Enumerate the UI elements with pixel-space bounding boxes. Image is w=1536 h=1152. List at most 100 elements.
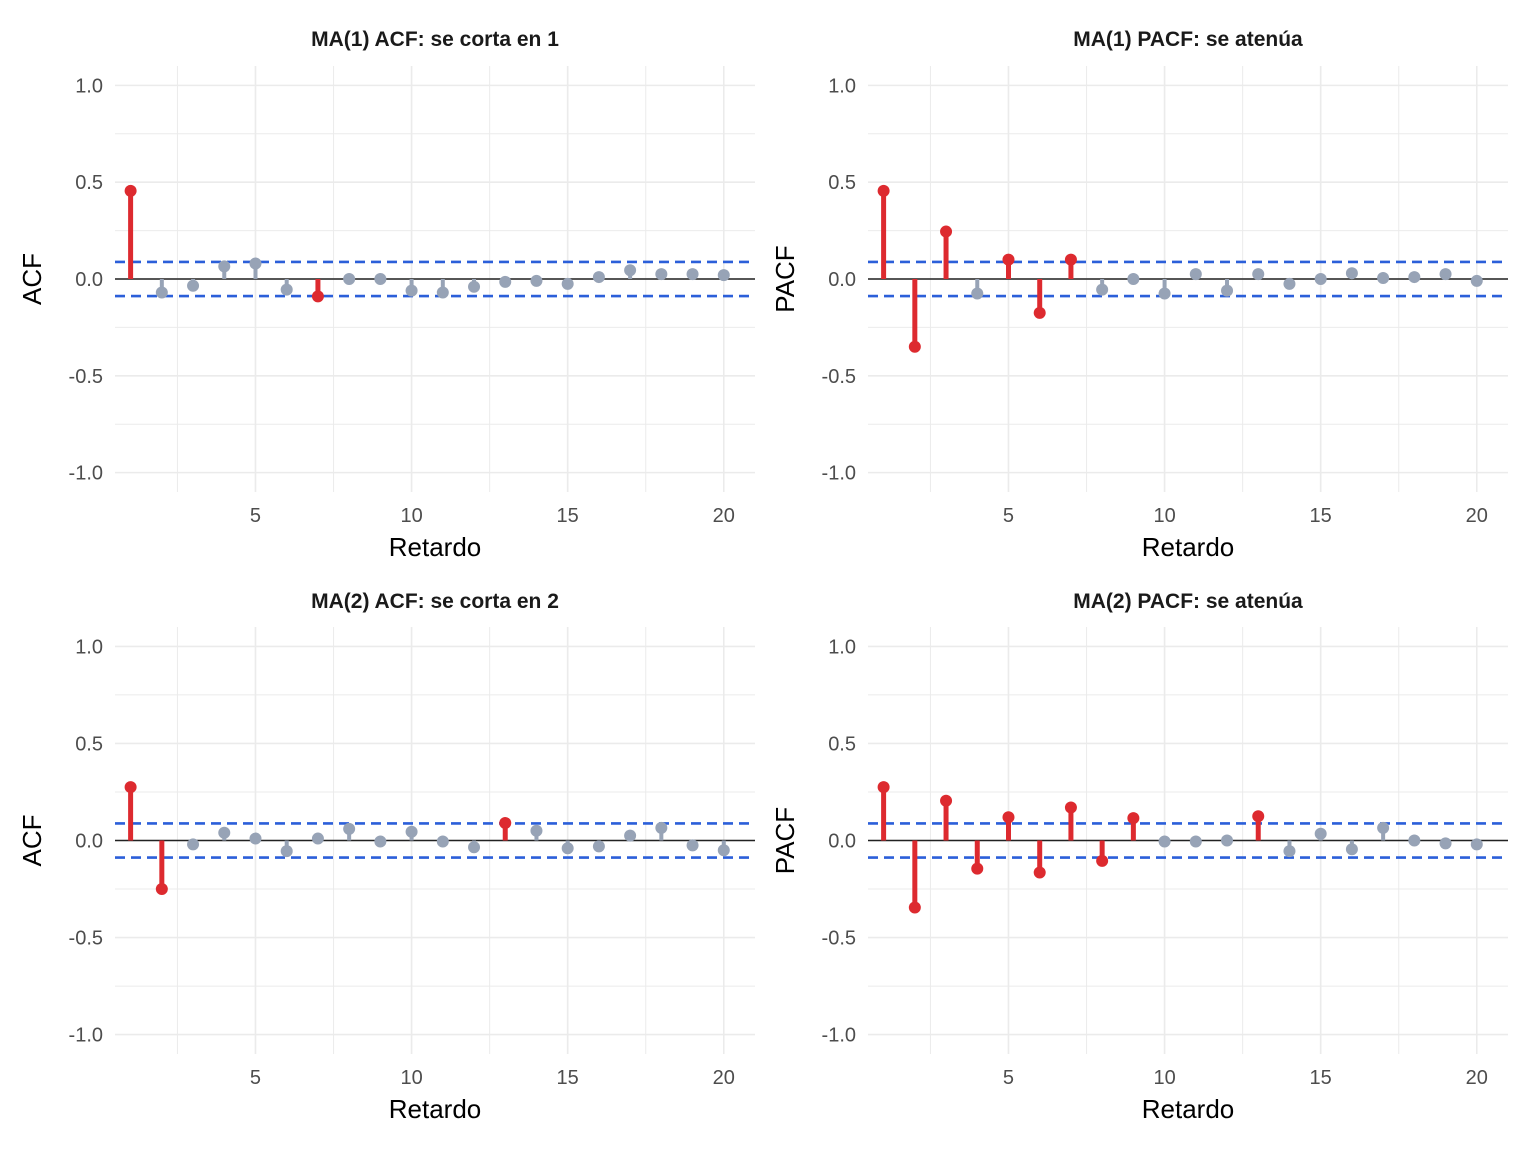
point-lag-14 — [1283, 845, 1296, 858]
point-lag-7 — [311, 832, 324, 845]
y-tick-label: -0.5 — [822, 366, 856, 388]
x-tick-label: 10 — [1153, 505, 1175, 527]
x-axis-label: Retardo — [389, 532, 482, 562]
point-lag-3 — [940, 225, 953, 238]
y-tick-label: 0.5 — [75, 733, 103, 755]
y-axis-label: PACF — [770, 245, 800, 312]
point-lag-8 — [1096, 283, 1109, 296]
point-lag-7 — [311, 290, 324, 303]
y-tick-label: 1.0 — [828, 636, 856, 658]
x-tick-label: 5 — [1003, 505, 1014, 527]
point-lag-19 — [1439, 837, 1452, 850]
point-lag-11 — [436, 835, 449, 848]
y-tick-label: 1.0 — [75, 75, 103, 97]
x-tick-label: 5 — [250, 1067, 261, 1089]
point-lag-5 — [1002, 811, 1015, 824]
point-lag-3 — [187, 838, 200, 851]
point-lag-19 — [686, 839, 699, 852]
point-lag-5 — [249, 832, 262, 845]
point-lag-16 — [592, 840, 605, 853]
point-lag-14 — [1283, 277, 1296, 290]
y-tick-label: -1.0 — [69, 463, 103, 485]
y-tick-label: 0.0 — [75, 269, 103, 291]
y-tick-label: -0.5 — [822, 928, 856, 950]
point-lag-16 — [1345, 843, 1358, 856]
point-lag-3 — [940, 794, 953, 807]
point-lag-13 — [1252, 268, 1265, 281]
point-lag-9 — [1127, 273, 1140, 285]
point-lag-20 — [1470, 838, 1483, 851]
point-lag-8 — [343, 273, 356, 285]
point-lag-19 — [686, 268, 699, 281]
point-lag-2 — [155, 286, 168, 299]
x-axis-label: Retardo — [1142, 1094, 1235, 1124]
point-lag-18 — [655, 268, 668, 281]
point-lag-13 — [499, 275, 512, 288]
y-tick-label: -1.0 — [822, 1025, 856, 1047]
point-lag-10 — [1158, 287, 1171, 300]
y-tick-label: -1.0 — [69, 1025, 103, 1047]
y-tick-label: 0.0 — [828, 831, 856, 853]
y-tick-label: -1.0 — [822, 463, 856, 485]
point-lag-3 — [187, 279, 200, 292]
point-lag-5 — [1002, 253, 1015, 266]
x-tick-label: 20 — [713, 1067, 735, 1089]
chart-title: MA(2) ACF: se corta en 2 — [311, 590, 559, 613]
point-lag-6 — [280, 845, 293, 858]
point-lag-17 — [1377, 272, 1390, 285]
y-tick-label: 1.0 — [828, 75, 856, 97]
point-lag-15 — [561, 277, 574, 290]
point-lag-4 — [971, 862, 984, 875]
y-tick-label: 0.5 — [75, 172, 103, 194]
point-lag-10 — [405, 825, 418, 838]
point-lag-12 — [1221, 284, 1234, 297]
point-lag-2 — [155, 883, 168, 896]
point-lag-8 — [1096, 854, 1109, 867]
point-lag-17 — [624, 264, 637, 277]
y-tick-label: 0.0 — [828, 269, 856, 291]
point-lag-16 — [592, 271, 605, 284]
point-lag-9 — [374, 835, 387, 848]
x-tick-label: 15 — [557, 505, 579, 527]
point-lag-1 — [877, 781, 890, 794]
point-lag-9 — [374, 273, 387, 285]
point-lag-1 — [124, 184, 137, 197]
point-lag-7 — [1064, 801, 1077, 814]
point-lag-1 — [877, 184, 890, 197]
y-axis-label: PACF — [770, 807, 800, 874]
x-tick-label: 10 — [400, 505, 422, 527]
point-lag-4 — [218, 260, 231, 273]
point-lag-11 — [1189, 268, 1202, 281]
point-lag-10 — [1158, 835, 1171, 848]
point-lag-20 — [717, 844, 730, 857]
x-tick-label: 10 — [1153, 1067, 1175, 1089]
point-lag-15 — [561, 842, 574, 855]
point-lag-10 — [405, 284, 418, 297]
point-lag-15 — [1314, 827, 1327, 840]
x-tick-label: 15 — [557, 1067, 579, 1089]
point-lag-15 — [1314, 273, 1327, 285]
x-axis-label: Retardo — [1142, 532, 1235, 562]
point-lag-20 — [1470, 274, 1483, 287]
point-lag-14 — [530, 824, 543, 837]
x-axis-label: Retardo — [389, 1094, 482, 1124]
chart-title: MA(1) PACF: se atenúa — [1073, 28, 1303, 51]
point-lag-18 — [1408, 271, 1421, 284]
point-lag-18 — [1408, 834, 1421, 847]
chart-panel-1: 5 10 15 20 1.0 0.5 0.0 -0.5 -1.0 MA(1) ACF: se co… — [17, 28, 755, 562]
point-lag-1 — [124, 781, 137, 794]
chart-title: MA(2) PACF: se atenúa — [1073, 590, 1303, 613]
point-lag-12 — [1221, 834, 1234, 847]
point-lag-6 — [1033, 306, 1046, 319]
point-lag-4 — [971, 287, 984, 300]
point-lag-11 — [436, 286, 449, 299]
point-lag-17 — [624, 829, 637, 842]
x-tick-label: 15 — [1310, 505, 1332, 527]
point-lag-5 — [249, 257, 262, 270]
point-lag-17 — [1377, 821, 1390, 834]
point-lag-2 — [908, 901, 921, 914]
point-lag-18 — [655, 821, 668, 834]
point-lag-16 — [1345, 267, 1358, 280]
point-lag-2 — [908, 340, 921, 353]
